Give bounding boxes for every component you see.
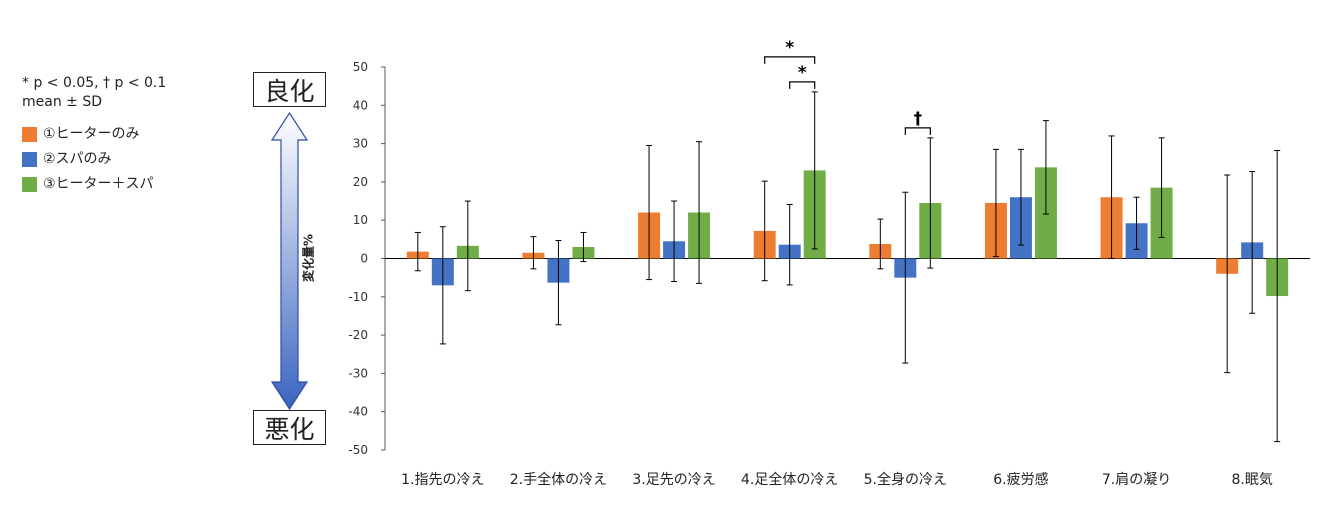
double-arrow-icon: [270, 111, 309, 411]
y-tick-label: 40: [353, 98, 368, 112]
legend-swatch: [22, 152, 37, 167]
x-tick-label: 8.眠気: [1232, 472, 1273, 488]
y-tick-label: 10: [353, 213, 368, 227]
worsen-label: 悪化: [253, 410, 326, 445]
y-tick-label: -10: [348, 290, 368, 304]
y-tick-label: 30: [353, 137, 368, 151]
significance-mark: *: [798, 63, 807, 83]
significance-bracket: [764, 56, 816, 64]
significance-note: * p < 0.05, † p < 0.1: [22, 75, 167, 91]
significance-bracket: [789, 81, 816, 89]
y-tick-label: -50: [348, 443, 368, 457]
legend-swatch: [22, 127, 37, 142]
significance-mark: *: [785, 38, 794, 58]
improve-label: 良化: [253, 72, 326, 107]
legend-label: ①ヒーターのみ: [43, 126, 140, 142]
x-tick-label: 2.手全体の冷え: [510, 471, 607, 488]
stats-note: mean ± SD: [22, 94, 103, 110]
significance-bracket: [904, 127, 931, 135]
y-tick-label: 0: [360, 252, 368, 266]
x-tick-label: 5.全身の冷え: [864, 471, 947, 488]
legend-label: ③ヒーター＋スパ: [43, 176, 154, 192]
x-tick-label: 4.足全体の冷え: [741, 471, 838, 488]
y-tick-label: 20: [353, 175, 368, 189]
significance-mark: †: [914, 109, 923, 129]
y-tick-label: 50: [353, 60, 368, 74]
legend-label: ②スパのみ: [43, 151, 112, 167]
x-tick-label: 1.指先の冷え: [401, 472, 484, 488]
x-tick-label: 6.疲労感: [993, 471, 1048, 488]
x-tick-label: 3.足先の冷え: [632, 472, 715, 488]
y-tick-label: -40: [348, 405, 368, 419]
legend-item: ③ヒーター＋スパ: [22, 172, 166, 197]
y-tick-label: -20: [348, 328, 368, 342]
legend-swatch: [22, 177, 37, 192]
x-tick-label: 7.肩の凝り: [1102, 472, 1171, 488]
legend: * p < 0.05, † p < 0.1 mean ± SD ①ヒーターのみ ②…: [22, 74, 166, 197]
legend-items: ①ヒーターのみ ②スパのみ ③ヒーター＋スパ: [22, 122, 166, 197]
y-tick-label: -30: [348, 366, 368, 380]
legend-item: ②スパのみ: [22, 147, 166, 172]
legend-item: ①ヒーターのみ: [22, 122, 166, 147]
